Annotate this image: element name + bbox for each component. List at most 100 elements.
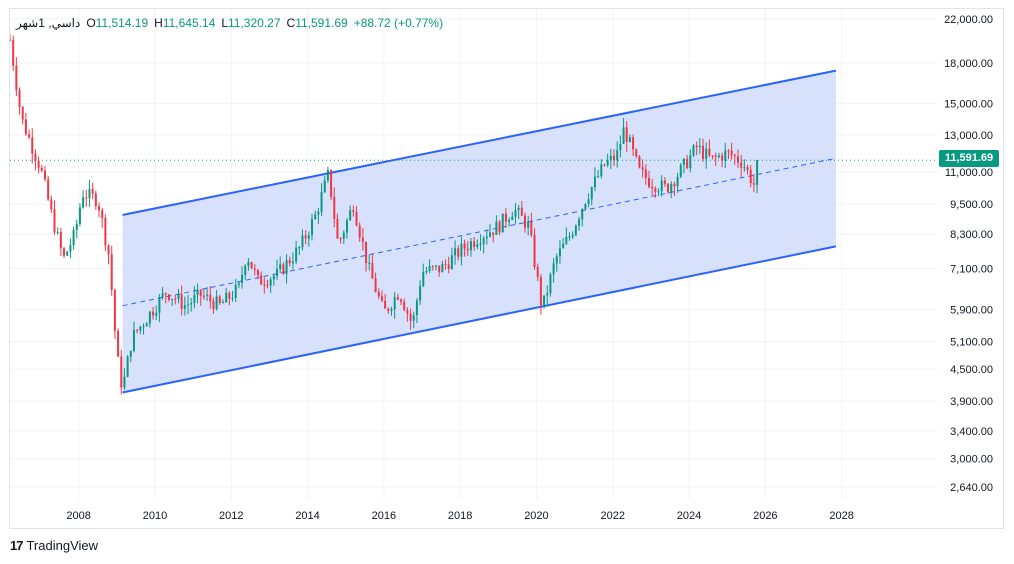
candle-body — [21, 106, 24, 120]
candle-body — [657, 191, 660, 193]
candle-body — [702, 145, 705, 159]
x-tick-label: 2010 — [143, 510, 167, 522]
chart-frame: 22,000.00 18,000.00 15,000.00 13,000.00 11,0… — [9, 8, 1004, 529]
candle-body — [663, 180, 666, 184]
candle-body — [199, 289, 202, 296]
y-tick-label: 3,900.00 — [950, 396, 993, 408]
candle-body — [187, 304, 190, 306]
candle-body — [117, 330, 120, 357]
candle-body — [50, 199, 53, 210]
candle-body — [444, 263, 447, 265]
candle-body — [355, 212, 358, 226]
candle-body — [682, 158, 685, 165]
x-tick-label: 2012 — [219, 510, 243, 522]
candle-body — [177, 294, 180, 300]
candle-body — [692, 145, 695, 156]
candle-body — [632, 137, 635, 150]
candle-body — [24, 119, 27, 135]
candle-body — [746, 167, 749, 171]
candle-body — [584, 203, 587, 210]
y-tick-label: 7,100.00 — [950, 264, 993, 276]
y-tick-label: 4,500.00 — [950, 364, 993, 376]
candle-body — [434, 265, 437, 267]
candle-body — [164, 293, 167, 295]
candle-body — [460, 243, 463, 257]
candle-body — [724, 150, 727, 161]
candle-body — [193, 295, 196, 303]
candle-body — [415, 300, 418, 316]
candle-body — [660, 180, 663, 192]
candle-body — [269, 279, 272, 286]
candle-body — [209, 294, 212, 302]
price-chart[interactable]: 22,000.00 18,000.00 15,000.00 13,000.00 11,0… — [10, 9, 1005, 530]
candle-body — [670, 183, 673, 193]
y-tick-label: 22,000.00 — [944, 14, 993, 26]
candle-body — [425, 270, 428, 273]
candle-body — [56, 231, 59, 233]
candle-body — [686, 158, 689, 169]
candle-body — [374, 278, 377, 292]
candle-body — [438, 265, 441, 273]
candle-body — [638, 156, 641, 168]
low-value: L11,320.27 — [221, 16, 281, 30]
candle-body — [148, 311, 151, 324]
candle-body — [495, 221, 498, 235]
y-tick-label: 3,000.00 — [950, 454, 993, 466]
candle-body — [644, 169, 647, 179]
candle-body — [603, 164, 606, 166]
candle-body — [339, 238, 342, 240]
candle-body — [555, 256, 558, 264]
y-tick-label: 9,500.00 — [950, 199, 993, 211]
candle-body — [155, 312, 158, 316]
x-tick-label: 2022 — [600, 510, 624, 522]
candle-body — [342, 232, 345, 239]
candle-body — [215, 296, 218, 310]
candle-body — [593, 176, 596, 188]
y-tick-label: 15,000.00 — [944, 98, 993, 110]
candle-body — [571, 234, 574, 237]
candle-body — [40, 167, 43, 171]
candle-body — [705, 148, 708, 159]
y-tick-label: 5,100.00 — [950, 337, 993, 349]
candle-body — [212, 301, 215, 310]
candle-body — [333, 196, 336, 219]
candle-body — [533, 234, 536, 267]
channel-upper-line — [122, 69, 837, 216]
candle-body — [66, 251, 69, 256]
candle-body — [752, 183, 755, 185]
candle-body — [447, 264, 450, 269]
candle-body — [256, 269, 259, 276]
candle-body — [244, 265, 247, 275]
candle-body — [358, 225, 361, 238]
candle-body — [126, 356, 129, 377]
y-tick-label: 18,000.00 — [944, 58, 993, 70]
tradingview-brand[interactable]: 17 TradingView — [10, 538, 98, 553]
candle-body — [101, 210, 104, 219]
candle-body — [59, 231, 62, 249]
candle-body — [129, 350, 132, 357]
symbol-label[interactable]: داسي, 1شهر — [16, 16, 81, 30]
candle-body — [12, 40, 15, 66]
candle-body — [330, 169, 333, 197]
candle-body — [476, 244, 479, 247]
x-tick-label: 2016 — [372, 510, 396, 522]
candle-body — [241, 274, 244, 283]
candle-body — [466, 248, 469, 251]
x-tick-label: 2018 — [448, 510, 472, 522]
candle-body — [282, 264, 285, 274]
candle-body — [237, 282, 240, 285]
candle-body — [320, 192, 323, 212]
change-value: +88.72 (+0.77%) — [353, 16, 444, 30]
candle-body — [75, 223, 78, 230]
y-tick-label: 8,300.00 — [950, 229, 993, 241]
candle-body — [167, 294, 170, 300]
candle-body — [323, 180, 326, 193]
candle-body — [749, 170, 752, 184]
candle-body — [91, 188, 94, 194]
y-tick-label: 11,000.00 — [945, 167, 993, 179]
candle-body — [581, 209, 584, 220]
candle-body — [667, 183, 670, 193]
candle-body — [600, 164, 603, 177]
candle-body — [53, 209, 56, 233]
candle-body — [250, 262, 253, 269]
